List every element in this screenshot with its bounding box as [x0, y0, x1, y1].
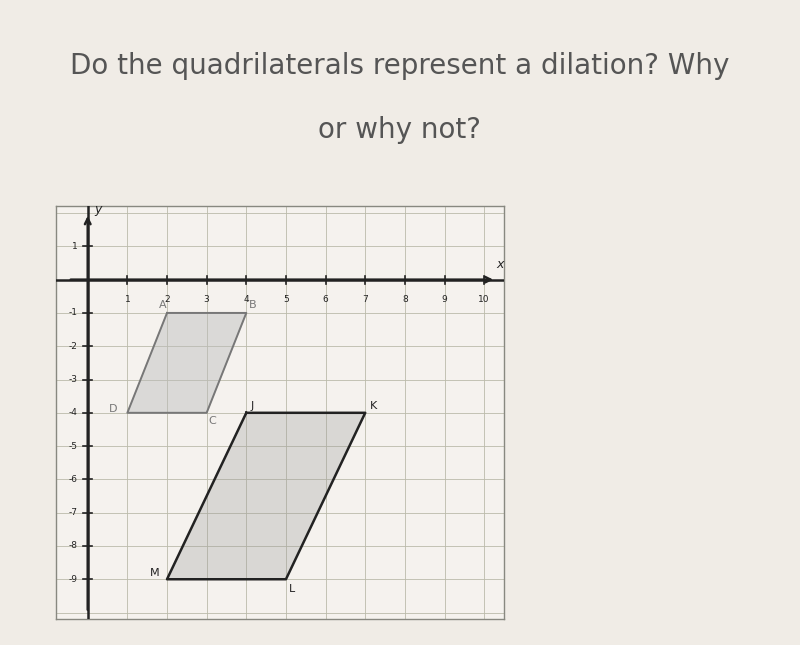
Text: 2: 2: [164, 295, 170, 304]
Text: K: K: [370, 401, 377, 411]
Text: -5: -5: [69, 442, 78, 451]
Polygon shape: [167, 413, 366, 579]
Text: -4: -4: [69, 408, 78, 417]
Text: 1: 1: [72, 242, 78, 251]
Text: 7: 7: [362, 295, 368, 304]
Text: 10: 10: [478, 295, 490, 304]
Text: y: y: [94, 203, 102, 216]
Text: 1: 1: [125, 295, 130, 304]
Text: B: B: [249, 300, 256, 310]
Text: 9: 9: [442, 295, 447, 304]
Text: -3: -3: [69, 375, 78, 384]
Text: A: A: [159, 300, 167, 310]
Text: -8: -8: [69, 541, 78, 550]
Text: 5: 5: [283, 295, 289, 304]
Text: C: C: [209, 416, 217, 426]
Text: Do the quadrilaterals represent a dilation? Why: Do the quadrilaterals represent a dilati…: [70, 52, 730, 79]
Text: 8: 8: [402, 295, 408, 304]
Text: M: M: [150, 568, 160, 577]
Text: -1: -1: [69, 308, 78, 317]
Text: 4: 4: [243, 295, 249, 304]
Text: -9: -9: [69, 575, 78, 584]
Text: J: J: [250, 401, 254, 411]
Text: D: D: [110, 404, 118, 415]
Text: -2: -2: [69, 342, 78, 351]
Text: -7: -7: [69, 508, 78, 517]
Text: -6: -6: [69, 475, 78, 484]
Text: 6: 6: [322, 295, 329, 304]
Polygon shape: [127, 313, 246, 413]
Text: L: L: [289, 584, 295, 594]
Text: or why not?: or why not?: [318, 116, 482, 144]
Text: x: x: [496, 258, 504, 271]
Text: 3: 3: [204, 295, 210, 304]
